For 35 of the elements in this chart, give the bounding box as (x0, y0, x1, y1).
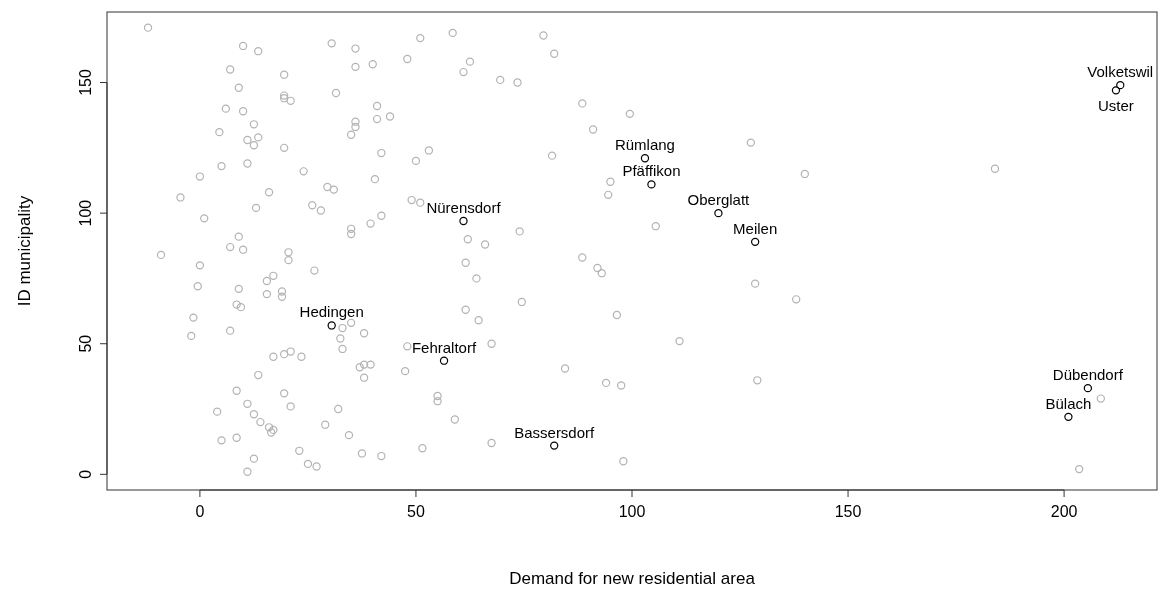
point (1064, 412, 1073, 422)
x-tick-label: 200 (1050, 503, 1078, 520)
point (1116, 80, 1125, 90)
annotation: Bülach (1045, 394, 1092, 412)
y-tick-label: 150 (77, 69, 94, 96)
point (1083, 383, 1093, 393)
y-tick-label: 0 (77, 469, 94, 479)
point (550, 441, 559, 450)
annotation: Meilen (733, 219, 778, 237)
annotation: Hedingen (299, 303, 364, 321)
annotation: Bassersdorf (514, 423, 596, 441)
annotation: Volketswil (1087, 63, 1154, 81)
annotation: Pfäffikon (622, 162, 681, 180)
point (439, 356, 449, 365)
y-tick-label: 50 (77, 334, 94, 353)
annotation: Oberglatt (687, 191, 751, 209)
y-tick-label: 100 (77, 199, 94, 227)
point (714, 208, 723, 218)
annotation: Rümlang (614, 136, 675, 154)
point (647, 180, 656, 189)
point (640, 154, 650, 163)
x-tick-label: 0 (195, 503, 205, 520)
point (459, 216, 468, 226)
x-tick-label: 50 (407, 503, 425, 520)
point (327, 321, 336, 330)
x-tick-label: 100 (618, 503, 646, 520)
annotation: Uster (1098, 97, 1134, 115)
annotation: Dübendorf (1052, 366, 1124, 384)
y-axis-title: ID municipality (15, 195, 34, 307)
x-tick-label: 150 (834, 503, 862, 520)
annotation: Fehraltorf (411, 338, 477, 356)
point (1111, 86, 1121, 95)
annotation: Nürensdorf (426, 198, 502, 216)
point (750, 237, 760, 247)
x-axis-title: Demand for new residential area (509, 569, 756, 588)
